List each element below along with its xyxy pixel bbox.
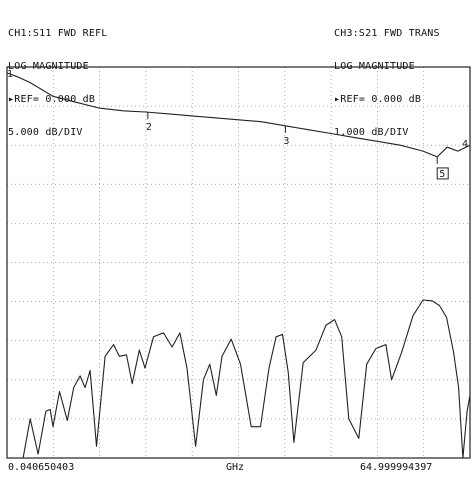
stop-frequency: 64.999994397 [360,462,433,473]
marker-label: 4 [462,139,468,150]
marker-label: 3 [283,136,289,147]
active-marker-box [436,167,449,180]
marker-label: 1 [7,69,13,80]
channel3-reference: ▸REF= 0.000 dB [334,94,422,105]
start-frequency: 0.040650403 [8,462,75,473]
channel1-title: CH1:S11 FWD REFL [8,28,108,39]
channel3-title: CH3:S21 FWD TRANS [334,28,440,39]
s21-trace [6,72,471,158]
marker-label: 5 [439,169,445,180]
s11-trace [7,299,471,459]
plot-frame [6,66,471,459]
marker-label: 2 [146,122,152,133]
channel1-reference: ▸REF= 0.000 dB [8,94,96,105]
channel1-scale: 5.000 dB/DIV [8,127,83,138]
frequency-unit: GHz [226,462,245,473]
channel3-scale: 1.000 dB/DIV [334,127,409,138]
